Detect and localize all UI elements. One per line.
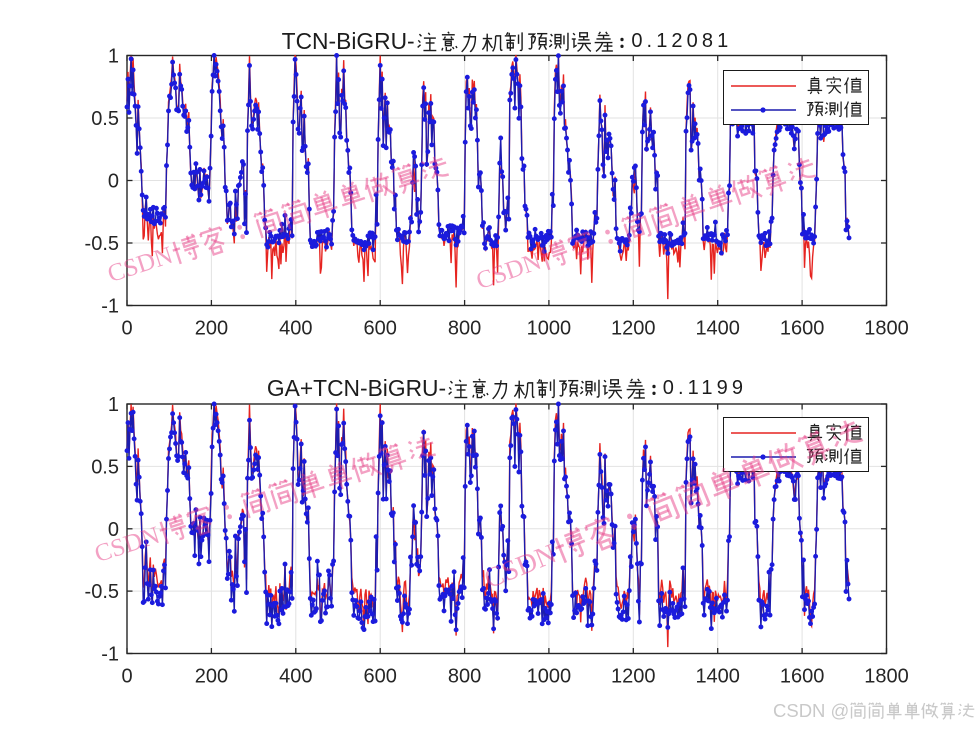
svg-text:200: 200: [195, 666, 228, 688]
svg-text:0.5: 0.5: [91, 456, 119, 478]
svg-text:0.5: 0.5: [91, 108, 119, 130]
svg-text:800: 800: [448, 318, 481, 340]
svg-text:1200: 1200: [611, 666, 656, 688]
svg-text:1000: 1000: [527, 666, 572, 688]
svg-text:0: 0: [108, 171, 119, 193]
svg-text:1800: 1800: [864, 666, 909, 688]
svg-text:0: 0: [121, 318, 132, 340]
svg-text:-0.5: -0.5: [85, 233, 119, 255]
svg-text:0: 0: [108, 519, 119, 541]
svg-text:600: 600: [364, 666, 397, 688]
svg-text:1: 1: [108, 394, 119, 416]
svg-text:1600: 1600: [780, 666, 825, 688]
svg-text:200: 200: [195, 318, 228, 340]
svg-text:-0.5: -0.5: [85, 581, 119, 603]
svg-text:1: 1: [108, 46, 119, 68]
svg-text:1800: 1800: [864, 318, 909, 340]
svg-text:800: 800: [448, 666, 481, 688]
svg-text:0: 0: [121, 666, 132, 688]
svg-text:1200: 1200: [611, 318, 656, 340]
svg-text:400: 400: [279, 318, 312, 340]
svg-text:1600: 1600: [780, 318, 825, 340]
svg-text:-1: -1: [101, 296, 119, 318]
svg-text:1000: 1000: [527, 318, 572, 340]
svg-text:-1: -1: [101, 644, 119, 666]
svg-text:400: 400: [279, 666, 312, 688]
svg-text:600: 600: [364, 318, 397, 340]
svg-text:1400: 1400: [695, 666, 740, 688]
svg-text:1400: 1400: [695, 318, 740, 340]
